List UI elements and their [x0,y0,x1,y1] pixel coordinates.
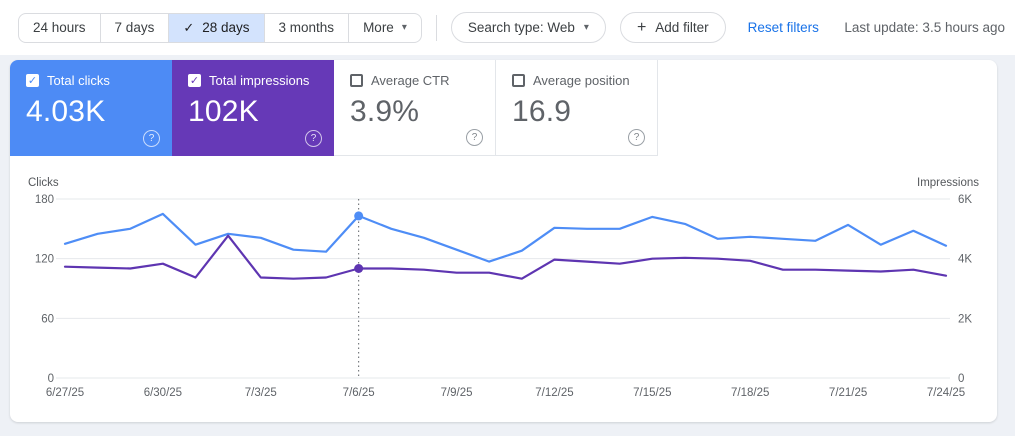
right-axis-tick: 6K [958,194,972,206]
x-axis-tick: 7/18/25 [731,387,769,399]
left-axis-tick: 120 [35,254,54,266]
highlight-dot-clicks [354,211,364,221]
metric-tiles: ✓ Total clicks 4.03K ? ✓ Total impressio… [10,60,997,156]
help-icon[interactable]: ? [305,130,322,147]
x-axis-tick: 7/3/25 [245,387,277,399]
tile-total-clicks-label: Total clicks [47,73,110,88]
chevron-down-icon: ▾ [401,21,407,33]
range-more-dropdown[interactable]: More ▾ [349,14,421,42]
left-axis-title: Clicks [28,177,59,189]
plus-icon: + [636,18,647,36]
checkbox-average-position[interactable] [512,74,525,87]
range-3-months[interactable]: 3 months [265,13,350,42]
tile-average-ctr-label: Average CTR [371,73,450,88]
right-axis-title: Impressions [917,177,979,189]
right-axis-tick: 0 [958,373,964,385]
range-24-hours-label: 24 hours [33,20,86,35]
add-filter-label: Add filter [655,20,709,35]
total-impressions-value: 102K [188,95,259,128]
x-axis-tick: 7/21/25 [829,387,867,399]
x-axis-tick: 7/15/25 [633,387,671,399]
toolbar: 24 hours 7 days ✓ 28 days 3 months More … [0,0,1015,55]
help-icon[interactable]: ? [143,130,160,147]
range-3-months-label: 3 months [278,20,335,35]
tile-average-position-header: Average position [512,73,643,88]
average-position-value: 16.9 [512,95,572,128]
tile-total-impressions-label: Total impressions [209,73,310,88]
impressions-line [63,234,948,280]
highlight-dot-impressions [354,264,364,273]
x-axis-tick: 7/9/25 [441,387,473,399]
range-24-hours[interactable]: 24 hours [19,13,101,42]
toolbar-filters-group: 24 hours 7 days ✓ 28 days 3 months More … [18,12,819,43]
tile-total-impressions-header: ✓ Total impressions [188,73,320,88]
left-axis-tick: 60 [41,313,54,325]
range-7-days[interactable]: 7 days [101,13,170,42]
clicks-line [63,212,948,263]
left-axis-tick: 0 [48,373,54,385]
x-axis-tick: 6/30/25 [144,387,182,399]
right-axis-tick: 2K [958,313,972,325]
performance-chart[interactable]: Clicks Impressions 180 6K 120 4K 60 2K 0 0 6/27/25… [10,156,997,422]
toolbar-divider [435,14,437,41]
checkbox-total-impressions[interactable]: ✓ [188,74,201,87]
range-7-days-label: 7 days [114,20,155,35]
help-icon[interactable]: ? [628,129,645,146]
checkbox-total-clicks[interactable]: ✓ [26,74,39,87]
tile-total-impressions[interactable]: ✓ Total impressions 102K ? [172,60,334,156]
tile-total-clicks-header: ✓ Total clicks [26,73,158,88]
x-axis-tick: 7/6/25 [343,387,375,399]
range-28-days[interactable]: ✓ 28 days [169,13,265,42]
reset-filters-link[interactable]: Reset filters [747,20,819,35]
checkmark-icon: ✓ [183,19,195,35]
x-axis-tick: 7/12/25 [535,387,573,399]
x-axis-tick: 7/24/25 [927,387,965,399]
chevron-down-icon: ▾ [583,21,589,33]
average-ctr-value: 3.9% [350,95,420,128]
performance-panel: ✓ Total clicks 4.03K ? ✓ Total impressio… [10,60,997,422]
right-axis-tick: 4K [958,254,972,266]
tile-average-ctr[interactable]: Average CTR 3.9% ? [334,60,496,156]
x-axis-tick: 6/27/25 [46,387,84,399]
last-update-text: Last update: 3.5 hours ago [844,20,1005,35]
search-type-label: Search type: Web [467,20,575,35]
range-28-days-label: 28 days [202,20,250,35]
total-clicks-value: 4.03K [26,95,106,128]
date-range-selector: 24 hours 7 days ✓ 28 days 3 months More … [18,12,422,43]
search-type-dropdown[interactable]: Search type: Web ▾ [450,12,606,43]
add-filter-button[interactable]: + Add filter [619,12,726,43]
tile-average-position-label: Average position [533,73,630,88]
help-icon[interactable]: ? [466,129,483,146]
tile-average-ctr-header: Average CTR [350,73,481,88]
range-more-label: More [363,20,394,35]
left-axis-tick: 180 [35,194,54,206]
tile-average-position[interactable]: Average position 16.9 ? [496,60,658,156]
checkbox-average-ctr[interactable] [350,74,363,87]
tile-total-clicks[interactable]: ✓ Total clicks 4.03K ? [10,60,172,156]
